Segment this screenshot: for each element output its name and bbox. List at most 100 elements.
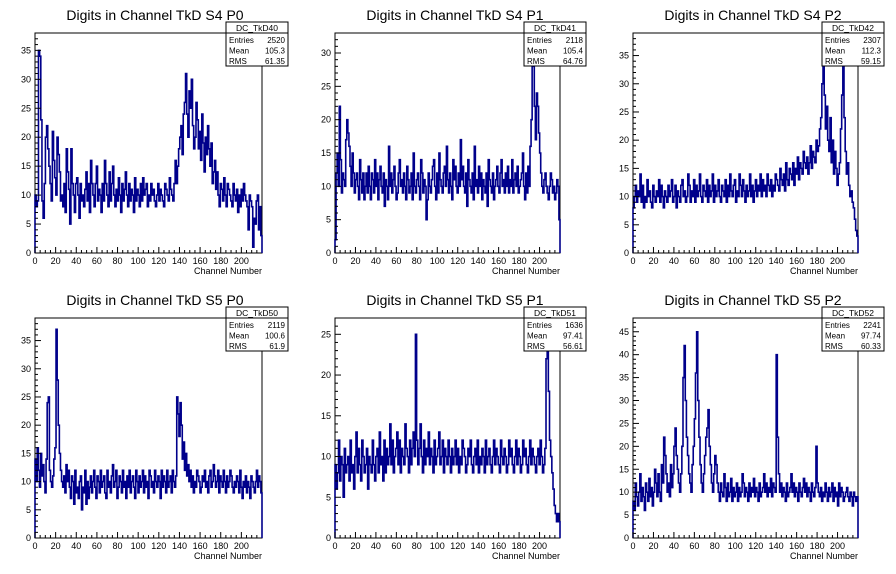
y-tick-label: 20 — [321, 115, 331, 125]
x-tick-label: 140 — [471, 541, 486, 551]
y-tick-label: 30 — [21, 74, 31, 84]
y-tick-label: 40 — [619, 350, 629, 360]
stats-label: RMS — [527, 342, 545, 351]
stats-frame — [821, 306, 885, 352]
stats-label: RMS — [825, 342, 843, 351]
stats-value: 64.76 — [563, 57, 584, 66]
stats-name: DC_TkD41 — [534, 23, 576, 33]
stats-frame — [821, 21, 885, 67]
y-tick-label: 15 — [21, 448, 31, 458]
histogram-line — [34, 49, 263, 253]
stats-value: 2307 — [863, 36, 881, 45]
y-tick-label: 5 — [326, 492, 331, 502]
x-tick-label: 200 — [234, 541, 249, 551]
x-tick-label: 60 — [391, 256, 401, 266]
stats-box: DC_TkD52 Entries 2241 Mean 97.74 RMS 60.33 — [821, 306, 885, 352]
x-tick-label: 20 — [51, 541, 61, 551]
x-tick-label: 80 — [710, 256, 720, 266]
x-tick-label: 160 — [491, 256, 506, 266]
stats-box: DC_TkD42 Entries 2307 Mean 112.3 RMS 59.15 — [821, 21, 885, 67]
x-tick-label: 200 — [830, 256, 845, 266]
y-tick-label: 25 — [21, 103, 31, 113]
x-tick-label: 60 — [92, 256, 102, 266]
x-tick-label: 20 — [648, 256, 658, 266]
x-axis-label: Channel Number — [194, 551, 262, 561]
x-tick-label: 120 — [450, 256, 465, 266]
x-tick-label: 160 — [491, 541, 506, 551]
x-tick-label: 40 — [71, 256, 81, 266]
x-tick-label: 100 — [131, 541, 146, 551]
y-tick-label: 20 — [21, 132, 31, 142]
stats-name: DC_TkD50 — [236, 308, 278, 318]
x-tick-label: 80 — [113, 256, 123, 266]
y-tick-label: 25 — [321, 329, 331, 339]
x-tick-label: 200 — [234, 256, 249, 266]
x-tick-label: 120 — [450, 541, 465, 551]
stats-name: DC_TkD40 — [236, 23, 278, 33]
stats-box: DC_TkD40 Entries 2520 Mean 105.3 RMS 61.35 — [225, 21, 289, 67]
y-tick-label: 45 — [619, 327, 629, 337]
stats-label: RMS — [229, 57, 247, 66]
histogram-line — [632, 43, 859, 253]
x-tick-label: 120 — [151, 256, 166, 266]
stats-value: 2119 — [268, 321, 286, 330]
x-tick-label: 60 — [391, 541, 401, 551]
histogram-panel-0: Digits in Channel TkD S4 P00 20 40 60 80 100 1… — [21, 7, 289, 276]
x-tick-label: 140 — [172, 541, 187, 551]
x-tick-label: 120 — [748, 256, 763, 266]
x-tick-label: 100 — [728, 541, 743, 551]
x-tick-label: 180 — [213, 541, 228, 551]
stats-box: DC_TkD41 Entries 2118 Mean 105.4 RMS 64.76 — [523, 21, 587, 67]
x-tick-label: 80 — [113, 541, 123, 551]
x-tick-label: 140 — [172, 256, 187, 266]
y-tick-label: 20 — [321, 370, 331, 380]
y-tick-label: 35 — [21, 336, 31, 346]
y-tick-label: 15 — [619, 464, 629, 474]
chart-title: Digits in Channel TkD S4 P0 — [66, 7, 243, 23]
y-tick-label: 10 — [619, 487, 629, 497]
x-axis-label: Channel Number — [492, 266, 560, 276]
stats-value: 61.9 — [269, 342, 285, 351]
x-tick-label: 0 — [32, 256, 37, 266]
stats-frame — [225, 306, 289, 352]
stats-label: Mean — [527, 47, 547, 56]
x-tick-label: 180 — [512, 541, 527, 551]
y-tick-label: 30 — [21, 364, 31, 374]
x-tick-label: 200 — [532, 541, 547, 551]
x-tick-label: 60 — [92, 541, 102, 551]
stats-frame — [523, 306, 587, 352]
x-tick-label: 20 — [350, 256, 360, 266]
y-tick-label: 0 — [26, 533, 31, 543]
x-tick-label: 60 — [689, 256, 699, 266]
stats-box: DC_TkD51 Entries 1636 Mean 97.41 RMS 56.61 — [523, 306, 587, 352]
stats-label: Entries — [825, 36, 850, 45]
histogram-line — [632, 330, 859, 538]
y-tick-label: 30 — [619, 79, 629, 89]
chart-title: Digits in Channel TkD S4 P2 — [664, 7, 841, 23]
y-tick-label: 0 — [624, 248, 629, 258]
stats-name: DC_TkD51 — [534, 308, 576, 318]
y-tick-label: 0 — [326, 248, 331, 258]
x-tick-label: 140 — [769, 541, 784, 551]
histogram-line — [334, 333, 561, 538]
x-tick-label: 0 — [32, 541, 37, 551]
x-tick-label: 100 — [430, 541, 445, 551]
y-tick-label: 5 — [624, 510, 629, 520]
x-tick-label: 80 — [412, 256, 422, 266]
stats-label: Mean — [527, 332, 547, 341]
x-tick-label: 160 — [789, 541, 804, 551]
y-tick-label: 35 — [619, 373, 629, 383]
stats-value: 2241 — [863, 321, 881, 330]
chart-title: Digits in Channel TkD S5 P1 — [366, 292, 543, 308]
x-tick-label: 80 — [412, 541, 422, 551]
chart-title: Digits in Channel TkD S5 P2 — [664, 292, 841, 308]
x-tick-label: 140 — [471, 256, 486, 266]
x-tick-label: 40 — [669, 256, 679, 266]
y-tick-label: 10 — [321, 181, 331, 191]
stats-frame — [523, 21, 587, 67]
stats-label: RMS — [825, 57, 843, 66]
x-tick-label: 140 — [769, 256, 784, 266]
stats-name: DC_TkD42 — [832, 23, 874, 33]
y-tick-label: 20 — [619, 441, 629, 451]
